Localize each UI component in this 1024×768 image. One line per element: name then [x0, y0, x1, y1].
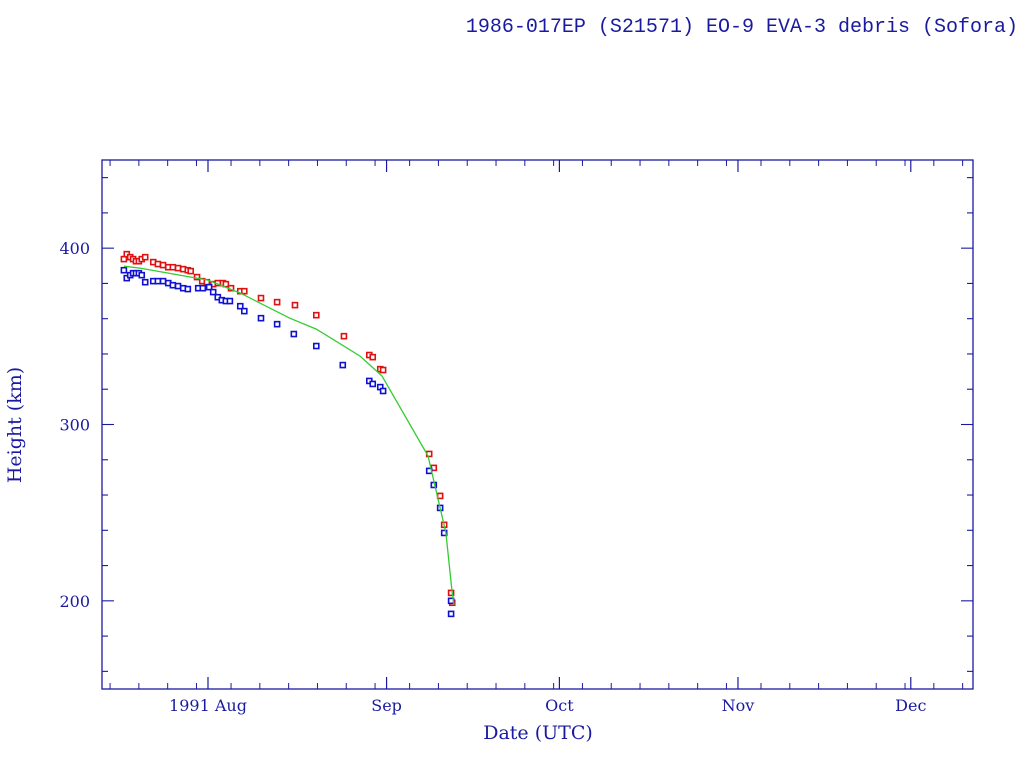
- plot-frame: [101, 159, 974, 690]
- apogee-point: [154, 260, 162, 268]
- y-tick-label: 200: [59, 592, 90, 611]
- apogee-point: [369, 353, 377, 361]
- perigee-point: [120, 266, 128, 274]
- perigee-point: [236, 302, 244, 310]
- chart-title: 1986-017EP (S21571) EO-9 EVA-3 debris (S…: [465, 16, 1018, 39]
- x-tick-label: Sep: [371, 696, 402, 715]
- apogee-point: [291, 301, 299, 309]
- perigee-point: [138, 271, 146, 279]
- perigee-point: [240, 307, 248, 315]
- data-series: [120, 250, 456, 618]
- perigee-point: [184, 285, 192, 293]
- perigee-point: [199, 284, 207, 292]
- perigee-point: [141, 278, 149, 286]
- apogee-point: [159, 261, 167, 269]
- perigee-point: [209, 288, 217, 296]
- tick-labels: 1991 Aug Sep Oct Nov Dec 200 300 400: [59, 239, 926, 715]
- apogee-point: [187, 267, 195, 275]
- perigee-point: [174, 282, 182, 290]
- perigee-point: [226, 297, 234, 305]
- perigee-point: [257, 314, 265, 322]
- perigee-point: [205, 283, 213, 291]
- apogee-point: [141, 253, 149, 261]
- perigee-point: [339, 361, 347, 369]
- apogee-point: [340, 332, 348, 340]
- apogee-point: [240, 287, 248, 295]
- series-mean-line: [123, 265, 455, 605]
- perigee-point: [447, 610, 455, 618]
- series-perigee: [120, 266, 455, 618]
- apogee-point: [257, 294, 265, 302]
- perigee-point: [379, 387, 387, 395]
- x-axis-label: Date (UTC): [483, 722, 593, 744]
- perigee-point: [169, 281, 177, 289]
- perigee-point: [273, 320, 281, 328]
- apogee-point: [273, 298, 281, 306]
- x-tick-label: Nov: [722, 696, 755, 715]
- perigee-point: [154, 277, 162, 285]
- perigee-point: [159, 277, 167, 285]
- apogee-point: [447, 589, 455, 597]
- apogee-point: [174, 264, 182, 272]
- perigee-point: [312, 342, 320, 350]
- y-tick-label: 400: [59, 239, 90, 258]
- perigee-point: [440, 529, 448, 537]
- y-axis-label: Height (km): [4, 367, 26, 483]
- perigee-point: [369, 380, 377, 388]
- apogee-point: [169, 263, 177, 271]
- x-tick-label: 1991 Aug: [169, 696, 247, 715]
- apogee-point: [379, 366, 387, 374]
- y-tick-label: 300: [59, 416, 90, 435]
- apogee-point: [436, 492, 444, 500]
- x-tick-label: Dec: [895, 696, 926, 715]
- plot-frame-rect: [101, 159, 974, 690]
- perigee-point: [290, 330, 298, 338]
- axis-ticks: [102, 160, 973, 689]
- x-tick-label: Oct: [545, 696, 574, 715]
- apogee-point: [312, 311, 320, 319]
- series-apogee: [120, 250, 456, 607]
